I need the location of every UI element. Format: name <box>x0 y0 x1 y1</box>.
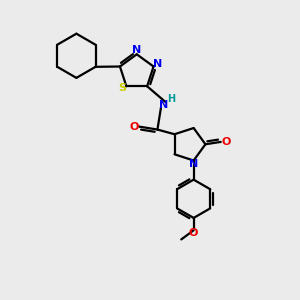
Text: O: O <box>130 122 139 132</box>
Text: N: N <box>159 100 168 110</box>
Text: N: N <box>153 59 162 69</box>
Text: O: O <box>189 228 198 238</box>
Text: N: N <box>132 46 141 56</box>
Text: N: N <box>189 159 198 169</box>
Text: S: S <box>118 83 127 93</box>
Text: O: O <box>221 137 230 147</box>
Text: H: H <box>167 94 175 104</box>
